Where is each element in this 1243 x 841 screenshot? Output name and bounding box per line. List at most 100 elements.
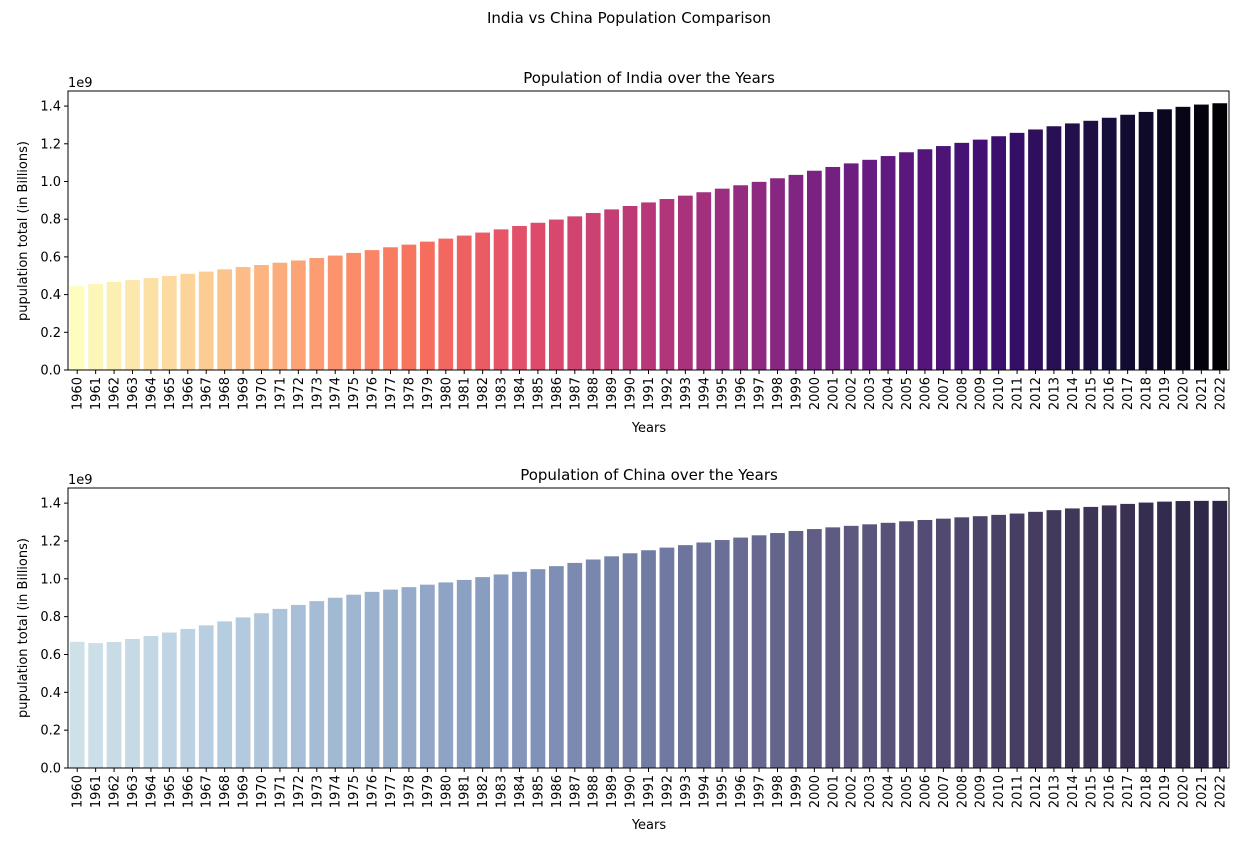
china-x-tick-label: 2008	[955, 775, 970, 808]
india-x-tick-label: 1982	[476, 377, 491, 410]
india-bar-2002	[843, 163, 859, 370]
china-bar-2000	[806, 529, 822, 768]
china-bar-2004	[880, 522, 896, 768]
china-x-axis-label: Years	[631, 818, 667, 833]
india-bar-2022	[1212, 103, 1228, 370]
china-x-tick-label: 1977	[384, 775, 399, 808]
india-x-tick-label: 1964	[144, 377, 159, 410]
india-bar-2003	[862, 159, 878, 370]
china-bar-1960	[69, 641, 85, 768]
china-y-tick-label: 0.4	[40, 686, 61, 701]
china-bar-1995	[714, 540, 730, 768]
china-y-tick-label: 0.8	[40, 610, 61, 625]
india-x-tick-label: 1983	[495, 377, 510, 410]
india-bar-2016	[1101, 117, 1117, 371]
india-x-tick-label: 1962	[108, 377, 123, 410]
india-x-tick-label: 2017	[1121, 377, 1136, 410]
india-bar-1992	[659, 199, 675, 370]
china-x-tick-label: 2018	[1140, 775, 1155, 808]
india-x-tick-label: 2004	[882, 377, 897, 410]
india-x-tick-label: 1963	[126, 377, 141, 410]
china-bar-2012	[1028, 511, 1043, 768]
china-bar-1970	[254, 613, 269, 768]
china-bar-2020	[1175, 501, 1191, 768]
china-y-tick-label: 1.2	[40, 534, 61, 549]
india-bar-1984	[512, 225, 527, 370]
india-bar-1981	[456, 235, 472, 370]
india-x-tick-label: 2014	[1066, 377, 1081, 410]
china-x-tick-label: 1998	[771, 775, 786, 808]
india-y-offset-text: 1e9	[68, 76, 93, 91]
india-y-axis-label: pupulation total (in Billions)	[16, 141, 31, 321]
india-bar-1970	[254, 265, 269, 370]
china-x-tick-label: 2011	[1011, 775, 1026, 808]
china-bar-1978	[401, 587, 417, 768]
india-bar-1965	[161, 275, 177, 370]
china-bar-1966	[180, 628, 196, 768]
india-x-tick-label: 2016	[1103, 377, 1118, 410]
china-bar-2015	[1083, 506, 1099, 768]
china-x-tick-label: 1996	[734, 775, 749, 808]
china-bar-1994	[696, 542, 712, 768]
india-x-tick-label: 1971	[273, 377, 288, 410]
india-x-tick-label: 1992	[660, 377, 675, 410]
china-x-tick-label: 1985	[531, 775, 546, 808]
china-x-tick-label: 1976	[366, 775, 381, 808]
india-bar-2010	[991, 136, 1007, 370]
india-bar-2018	[1138, 111, 1154, 371]
india-bar-2012	[1028, 129, 1043, 370]
india-x-tick-label: 2013	[1047, 377, 1062, 410]
china-bar-1987	[567, 562, 583, 768]
india-x-tick-label: 2021	[1195, 377, 1210, 410]
china-bar-1981	[456, 579, 472, 768]
india-x-tick-label: 2002	[845, 377, 860, 410]
india-x-tick-label: 1997	[753, 377, 768, 410]
india-y-tick-label: 0.2	[40, 326, 61, 341]
india-bar-2004	[880, 156, 896, 370]
china-bar-1991	[641, 550, 656, 768]
china-bar-2019	[1157, 501, 1172, 768]
china-x-tick-label: 1965	[163, 775, 178, 808]
china-bar-2013	[1046, 510, 1062, 768]
india-x-tick-label: 2018	[1140, 377, 1155, 410]
india-x-tick-label: 2003	[863, 377, 878, 410]
india-bar-1993	[677, 195, 693, 371]
china-bar-1974	[327, 597, 343, 768]
india-y-tick-label: 0.0	[40, 364, 61, 379]
india-bar-2001	[825, 166, 841, 370]
china-bar-1990	[622, 553, 638, 768]
india-x-tick-label: 2006	[918, 377, 933, 410]
china-x-tick-label: 2002	[845, 775, 860, 808]
india-bar-2008	[954, 142, 970, 370]
china-x-tick-label: 2003	[863, 775, 878, 808]
india-bar-1963	[125, 280, 140, 370]
india-bar-1976	[364, 250, 380, 370]
china-x-tick-label: 2020	[1176, 775, 1191, 808]
china-bar-1988	[585, 559, 601, 768]
india-x-tick-label: 2011	[1011, 377, 1026, 410]
china-x-tick-label: 2016	[1103, 775, 1118, 808]
china-bar-1983	[493, 574, 509, 768]
china-bar-2007	[935, 518, 951, 768]
china-bar-2021	[1193, 500, 1209, 768]
china-bar-1986	[548, 566, 564, 768]
india-x-tick-label: 1974	[329, 377, 344, 410]
india-bar-1961	[88, 284, 104, 370]
india-bar-1975	[346, 252, 362, 370]
india-chart: Population of India over the Years 1e9 p…	[16, 69, 1230, 436]
china-plot-frame	[67, 487, 1230, 769]
china-bar-1964	[143, 635, 159, 768]
china-x-tick-label: 1995	[716, 775, 731, 808]
china-bar-1973	[309, 601, 325, 768]
india-x-tick-label: 1979	[421, 377, 436, 410]
india-bar-1966	[180, 273, 196, 370]
china-x-tick-label: 1972	[292, 775, 307, 808]
china-bar-1984	[512, 571, 527, 768]
china-bar-2018	[1138, 502, 1154, 768]
india-bar-1997	[751, 181, 767, 370]
china-x-tick-label: 1961	[89, 775, 104, 808]
china-bar-2017	[1120, 503, 1136, 768]
china-bar-1992	[659, 547, 675, 768]
india-bar-1974	[327, 255, 343, 370]
